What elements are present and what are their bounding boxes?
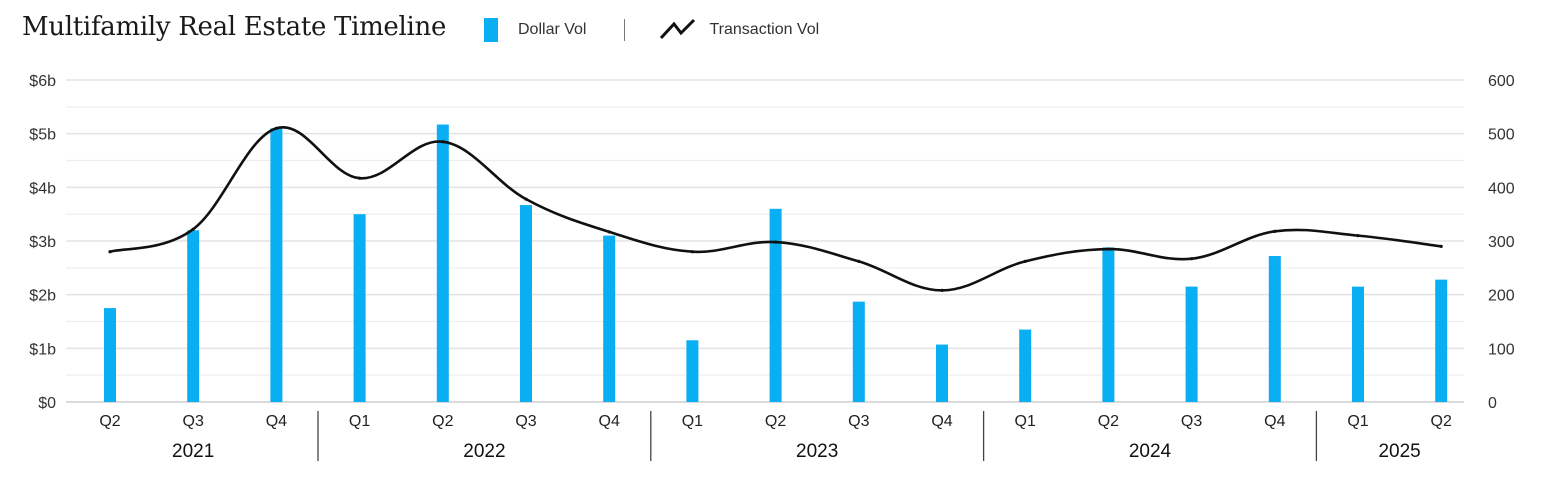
right-axis: 0 100 200 300 400 500 600 xyxy=(1488,73,1515,412)
transaction-vol-point xyxy=(690,250,695,254)
x-axis-year-label: 2021 xyxy=(172,441,214,462)
transaction-vol-point xyxy=(524,197,528,201)
x-axis-quarter-label: Q4 xyxy=(599,413,620,430)
dollar-vol-bar xyxy=(520,205,532,402)
dollar-vol-bar xyxy=(1435,279,1448,402)
transaction-vol-point xyxy=(774,240,778,244)
right-axis-tick-label: 200 xyxy=(1488,288,1515,305)
x-axis-quarter-label: Q2 xyxy=(765,413,786,430)
left-axis-tick-label: $4b xyxy=(29,180,56,197)
transaction-vol-point xyxy=(1023,259,1027,263)
right-axis-tick-label: 500 xyxy=(1488,127,1515,144)
x-axis: Q2 Q3 Q4 Q1 Q2 Q3 Q4 Q1 Q2 Q3 Q4 Q1 Q2 Q3 Q4 Q1 Q2 2021 20… xyxy=(99,411,1452,462)
dollar-vol-bar xyxy=(1019,329,1032,402)
x-axis-quarter-label: Q2 xyxy=(1098,413,1119,430)
transaction-vol-point xyxy=(940,288,944,292)
dollar-vol-bar xyxy=(686,340,699,402)
dollar-vol-bar xyxy=(270,128,283,403)
x-axis-quarter-label: Q1 xyxy=(682,413,703,430)
dollar-vol-bar xyxy=(353,214,366,402)
x-axis-quarter-label: Q4 xyxy=(266,413,287,430)
left-axis-tick-label: $5b xyxy=(29,127,56,144)
transaction-vol-line xyxy=(109,126,1442,292)
x-axis-quarter-label: Q2 xyxy=(1431,413,1452,430)
x-axis-quarter-label: Q3 xyxy=(848,413,869,430)
dollar-vol-bar xyxy=(104,308,116,402)
transaction-vol-point xyxy=(358,176,362,180)
left-axis: $0 $1b $2b $3b $4b $5b $6b xyxy=(29,73,56,412)
chart-legend: Dollar Vol Transaction Vol xyxy=(484,16,819,44)
dollar-vol-bar xyxy=(936,344,948,402)
transaction-vol-point xyxy=(1439,244,1443,248)
x-axis-year-label: 2023 xyxy=(796,441,838,462)
dollar-vol-bar xyxy=(436,124,449,402)
legend-bar-swatch xyxy=(484,18,498,42)
x-axis-quarter-label: Q1 xyxy=(1015,413,1036,430)
right-axis-tick-label: 300 xyxy=(1488,234,1515,251)
x-axis-year-label: 2024 xyxy=(1129,441,1172,462)
right-axis-tick-label: 600 xyxy=(1488,73,1515,90)
dollar-vol-bar xyxy=(1268,256,1281,402)
right-axis-tick-label: 0 xyxy=(1488,395,1497,412)
dollar-vol-bar xyxy=(769,208,782,402)
dollar-vol-bar xyxy=(1185,286,1198,402)
transaction-vol-point xyxy=(1106,247,1110,251)
transaction-vol-point xyxy=(857,259,861,263)
transaction-vol-point xyxy=(1190,257,1194,261)
left-axis-tick-label: $2b xyxy=(29,288,56,305)
legend-line-swatch xyxy=(660,18,696,40)
dollar-vol-bar xyxy=(852,301,865,402)
right-axis-tick-label: 100 xyxy=(1488,341,1515,358)
x-axis-quarter-label: Q1 xyxy=(1347,413,1368,430)
dollar-vol-bar xyxy=(1352,286,1364,402)
transaction-vol-point xyxy=(191,227,195,231)
dollar-vol-bar xyxy=(187,230,200,402)
gridlines xyxy=(66,79,1464,403)
left-axis-tick-label: $3b xyxy=(29,234,56,251)
transaction-vol-point xyxy=(108,250,112,254)
dollar-vol-bar xyxy=(603,235,616,402)
x-axis-quarter-label: Q1 xyxy=(349,413,370,430)
dollar-vol-bar xyxy=(1102,247,1115,402)
legend-dollar-vol-label: Dollar Vol xyxy=(518,21,587,38)
x-axis-year-label: 2025 xyxy=(1378,441,1420,462)
x-axis-quarter-label: Q3 xyxy=(183,413,204,430)
chart-title: Multifamily Real Estate Timeline xyxy=(22,12,447,42)
dollar-vol-bars xyxy=(104,124,1448,403)
transaction-vol-point xyxy=(274,126,278,130)
legend-transaction-vol-label: Transaction Vol xyxy=(709,21,820,38)
transaction-vol-point xyxy=(1273,229,1277,233)
x-axis-quarter-label: Q2 xyxy=(99,413,120,430)
x-axis-quarter-label: Q4 xyxy=(931,413,952,430)
transaction-vol-point xyxy=(607,230,611,234)
transaction-vol-point xyxy=(1356,234,1360,238)
x-axis-quarter-label: Q3 xyxy=(515,413,536,430)
transaction-vol-line-group xyxy=(108,126,1443,292)
x-axis-quarter-label: Q2 xyxy=(432,413,453,430)
right-axis-tick-label: 400 xyxy=(1488,180,1515,197)
legend-separator xyxy=(624,19,626,41)
x-axis-quarter-label: Q3 xyxy=(1181,413,1202,430)
x-axis-year-label: 2022 xyxy=(463,441,505,462)
x-axis-quarter-label: Q4 xyxy=(1264,413,1285,430)
left-axis-tick-label: $1b xyxy=(29,341,56,358)
left-axis-tick-label: $6b xyxy=(29,73,56,90)
transaction-vol-point xyxy=(441,140,445,144)
left-axis-tick-label: $0 xyxy=(38,395,56,412)
